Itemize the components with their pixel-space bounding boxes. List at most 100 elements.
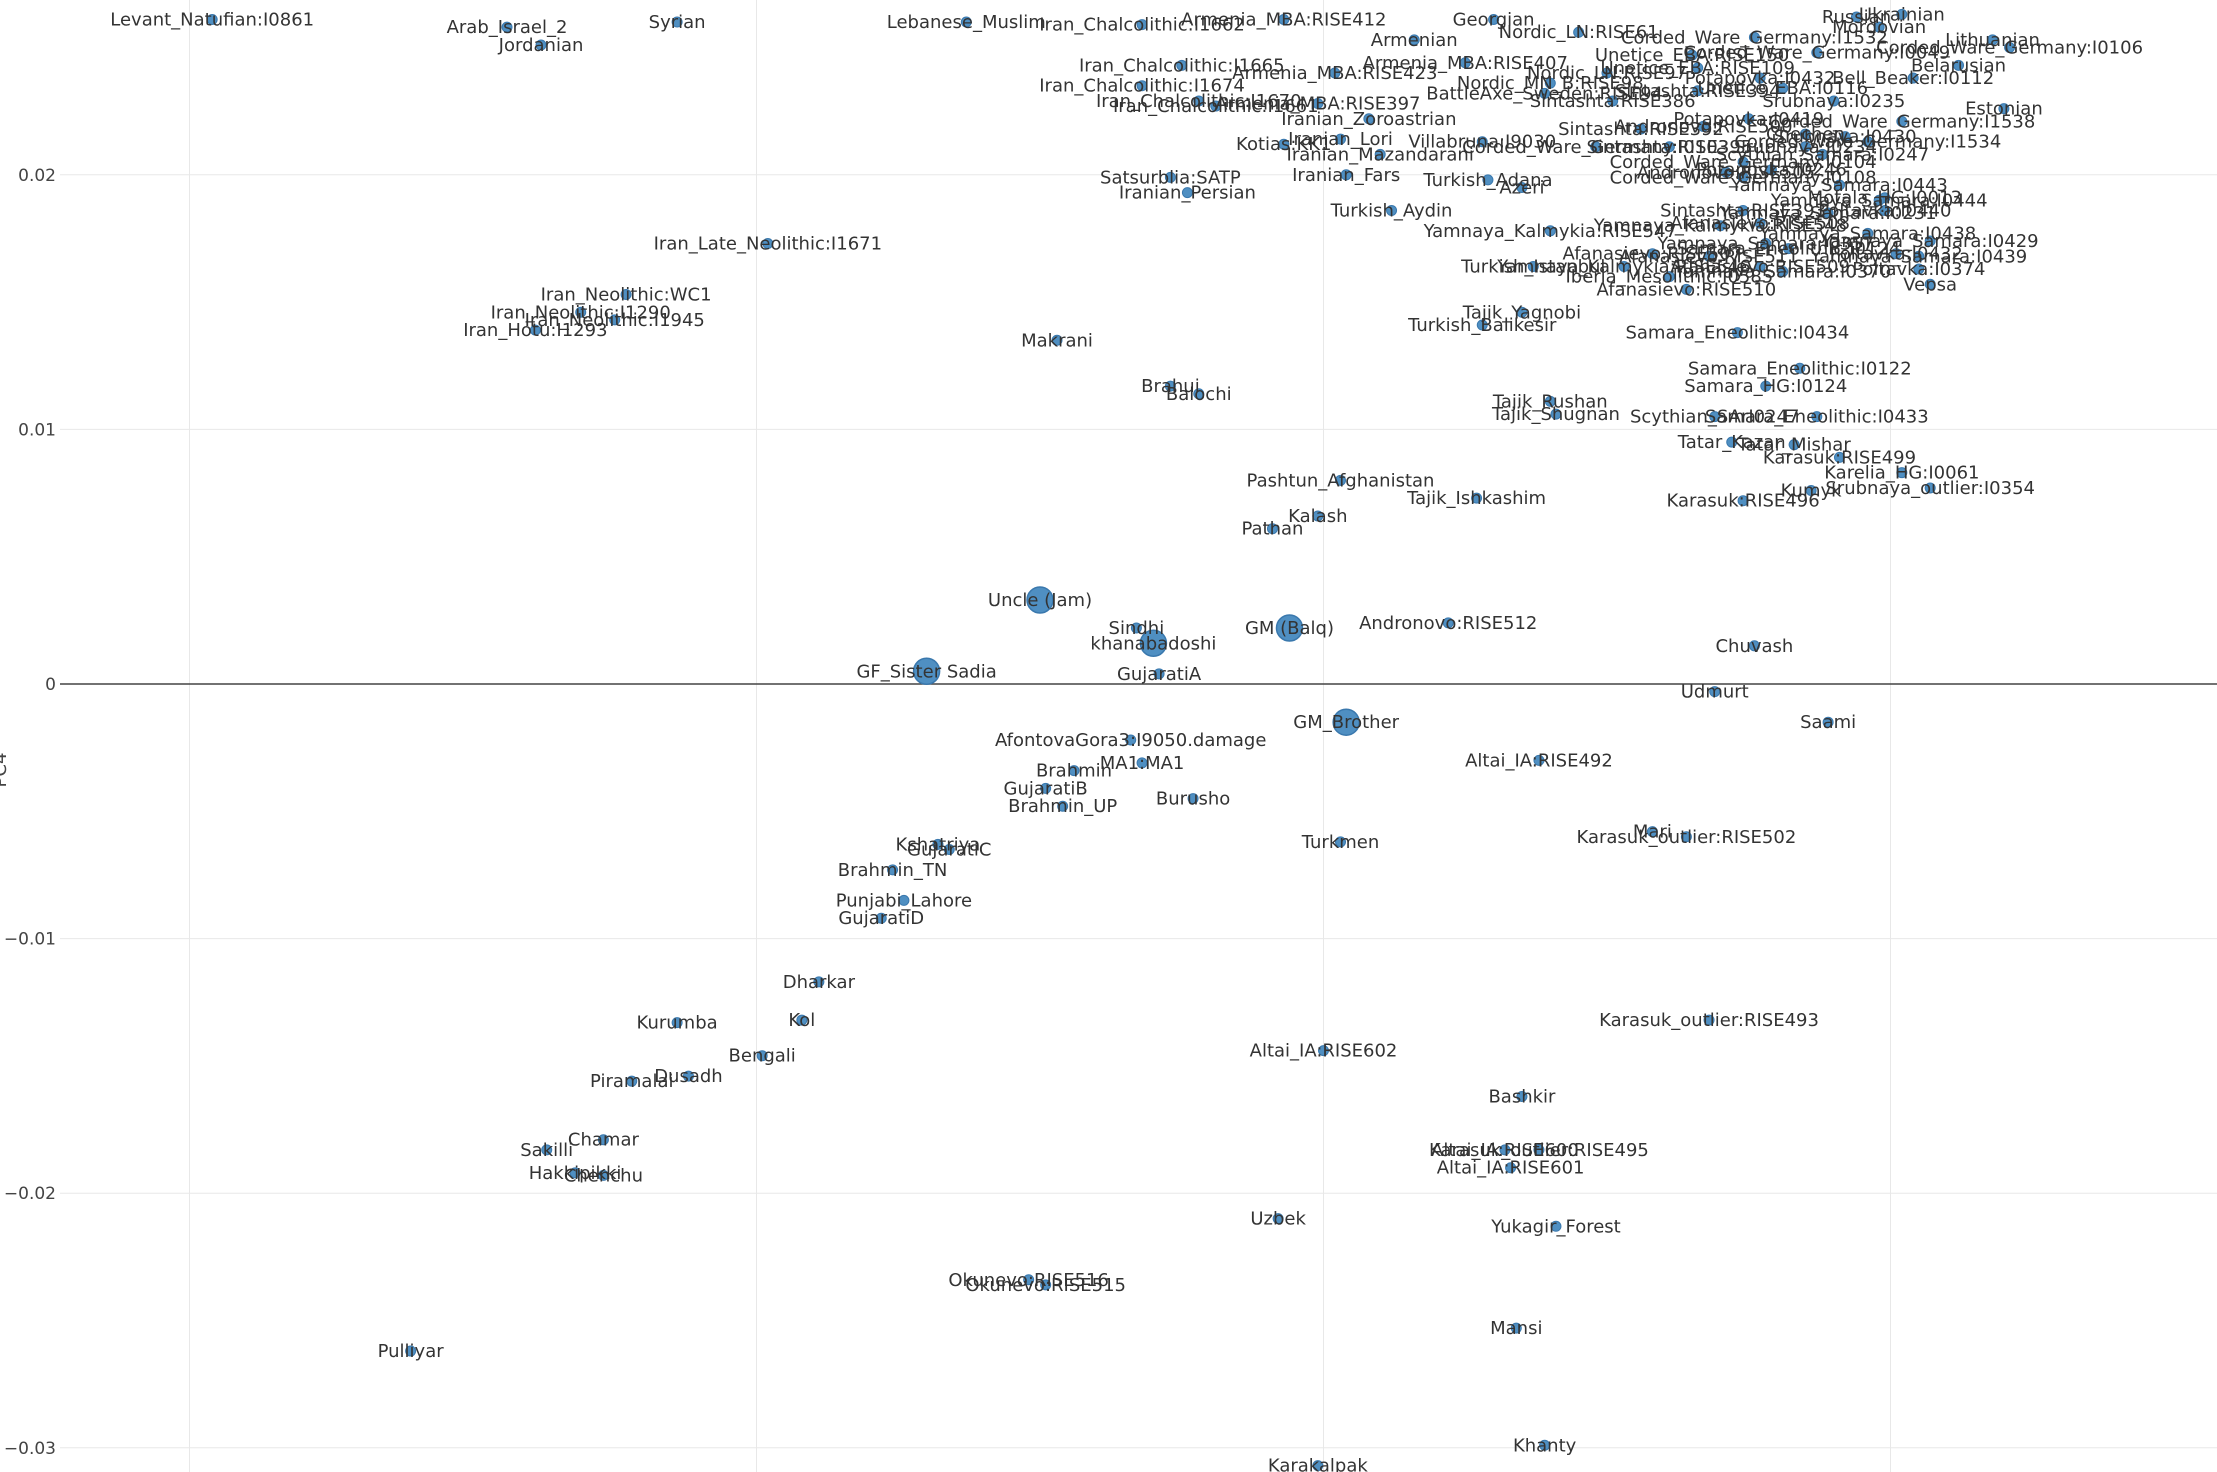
data-point[interactable]: [1026, 586, 1054, 614]
data-point[interactable]: [1550, 1220, 1562, 1232]
data-point[interactable]: [1697, 120, 1709, 132]
data-point[interactable]: [1822, 716, 1834, 728]
data-point[interactable]: [1335, 836, 1347, 848]
data-point[interactable]: [1539, 87, 1551, 99]
data-point[interactable]: [1799, 128, 1811, 140]
data-point[interactable]: [569, 1167, 581, 1179]
data-point[interactable]: [1459, 57, 1471, 69]
data-point[interactable]: [1278, 13, 1290, 25]
data-point[interactable]: [541, 1144, 553, 1156]
data-point[interactable]: [1896, 467, 1908, 479]
data-point[interactable]: [1275, 614, 1304, 642]
data-point[interactable]: [1924, 235, 1936, 247]
data-point[interactable]: [1737, 171, 1749, 183]
data-point[interactable]: [932, 838, 944, 850]
data-point[interactable]: [597, 1169, 609, 1181]
data-point[interactable]: [1476, 319, 1488, 331]
data-point[interactable]: [1164, 171, 1176, 183]
data-point[interactable]: [1703, 250, 1715, 262]
data-point[interactable]: [1703, 1014, 1715, 1026]
data-point[interactable]: [1187, 793, 1199, 805]
data-point[interactable]: [1663, 271, 1675, 283]
data-point[interactable]: [2004, 42, 2016, 53]
data-point[interactable]: [1879, 204, 1891, 216]
data-point[interactable]: [1754, 260, 1766, 272]
data-point[interactable]: [1499, 1144, 1511, 1156]
data-point[interactable]: [1680, 283, 1692, 295]
data-point[interactable]: [1051, 334, 1063, 346]
data-point[interactable]: [1210, 100, 1222, 112]
data-point[interactable]: [620, 288, 632, 300]
data-point[interactable]: [1533, 754, 1545, 766]
data-point[interactable]: [1686, 49, 1698, 61]
data-point[interactable]: [1805, 485, 1817, 497]
data-point[interactable]: [1913, 250, 1925, 262]
data-point[interactable]: [1788, 439, 1800, 451]
data-point[interactable]: [1799, 141, 1811, 153]
data-point[interactable]: [1748, 31, 1760, 43]
data-point[interactable]: [796, 1014, 808, 1026]
data-point[interactable]: [1471, 492, 1483, 504]
data-point[interactable]: [1646, 826, 1658, 838]
data-point[interactable]: [1754, 72, 1766, 84]
data-point[interactable]: [206, 13, 218, 25]
data-point[interactable]: [1139, 629, 1168, 658]
data-point[interactable]: [1822, 207, 1834, 219]
data-point[interactable]: [1533, 1144, 1545, 1156]
data-point[interactable]: [1737, 204, 1749, 216]
data-point[interactable]: [1760, 380, 1772, 392]
data-point[interactable]: [960, 16, 972, 28]
data-point[interactable]: [1726, 436, 1738, 448]
data-point[interactable]: [597, 1134, 609, 1146]
data-point[interactable]: [1663, 141, 1675, 153]
data-point[interactable]: [1544, 77, 1556, 89]
data-point[interactable]: [1890, 248, 1902, 260]
data-point[interactable]: [626, 1075, 638, 1087]
data-point[interactable]: [1748, 640, 1760, 652]
data-point[interactable]: [1544, 225, 1556, 237]
data-point[interactable]: [1862, 227, 1874, 239]
data-point[interactable]: [1516, 1090, 1528, 1102]
data-point[interactable]: [1332, 708, 1360, 736]
data-point[interactable]: [609, 314, 621, 326]
data-point[interactable]: [1873, 194, 1885, 206]
data-point[interactable]: [1913, 263, 1925, 275]
data-point[interactable]: [875, 912, 887, 924]
data-point[interactable]: [1057, 800, 1069, 812]
data-point[interactable]: [1811, 411, 1823, 423]
data-point[interactable]: [1896, 8, 1908, 20]
data-point[interactable]: [1607, 95, 1619, 107]
data-point[interactable]: [1488, 13, 1500, 25]
data-point[interactable]: [1527, 260, 1539, 272]
data-point[interactable]: [682, 1070, 694, 1082]
data-point[interactable]: [1635, 123, 1647, 135]
data-point[interactable]: [1828, 95, 1840, 107]
data-point[interactable]: [1731, 327, 1743, 339]
data-point[interactable]: [575, 306, 587, 318]
data-point[interactable]: [1136, 757, 1148, 769]
data-point[interactable]: [1720, 166, 1732, 178]
data-point[interactable]: [1692, 62, 1704, 74]
data-point[interactable]: [1272, 1213, 1284, 1225]
data-point[interactable]: [1714, 220, 1726, 232]
data-point[interactable]: [671, 16, 683, 28]
data-point[interactable]: [671, 1017, 683, 1029]
data-point[interactable]: [1833, 451, 1845, 463]
data-point[interactable]: [1386, 204, 1398, 216]
data-point[interactable]: [1442, 617, 1454, 629]
data-point[interactable]: [1136, 19, 1148, 31]
data-point[interactable]: [912, 657, 941, 686]
data-point[interactable]: [1692, 85, 1704, 97]
data-point[interactable]: [1924, 482, 1936, 494]
data-point[interactable]: [1516, 306, 1528, 318]
data-point[interactable]: [1516, 182, 1528, 194]
data-point[interactable]: [887, 864, 899, 876]
data-point[interactable]: [1737, 495, 1749, 507]
data-point[interactable]: [756, 1050, 768, 1062]
data-point[interactable]: [1987, 34, 1999, 46]
data-point[interactable]: [1312, 510, 1324, 522]
data-point[interactable]: [1618, 260, 1630, 272]
data-point[interactable]: [1680, 831, 1692, 843]
data-point[interactable]: [529, 324, 541, 336]
data-point[interactable]: [1873, 21, 1885, 33]
